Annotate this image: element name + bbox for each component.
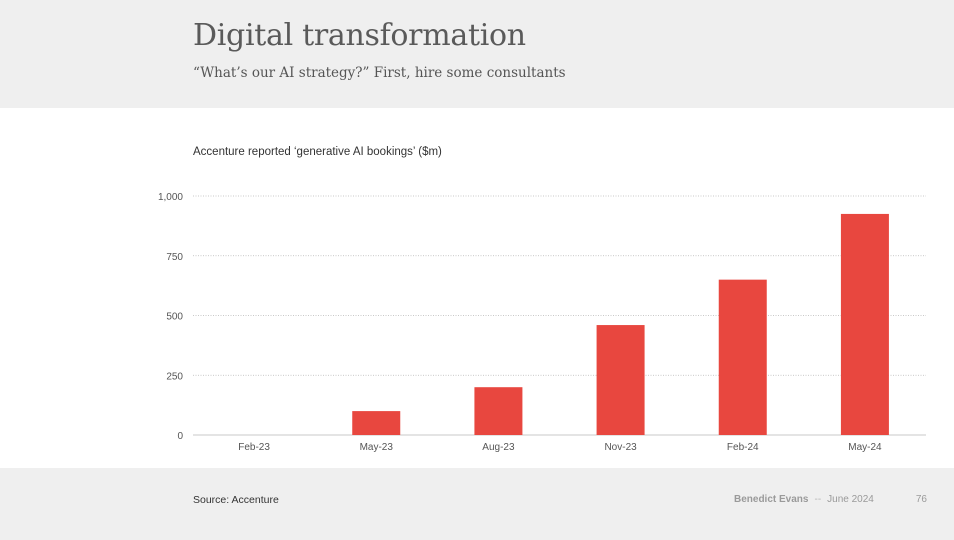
y-tick-label: 250 [166, 371, 183, 382]
x-tick-label: Aug-23 [482, 442, 515, 453]
footer-date: June 2024 [827, 494, 874, 505]
y-tick-label: 0 [177, 431, 183, 442]
bar-nov-23 [596, 325, 645, 435]
bars [352, 213, 889, 435]
bar-may-23 [352, 411, 401, 435]
x-tick-label: May-23 [360, 442, 394, 453]
y-tick-label: 750 [166, 252, 183, 263]
slide-title: Digital transformation [193, 18, 526, 53]
x-tick-label: Feb-23 [238, 442, 270, 453]
bar-feb-24 [718, 279, 767, 435]
author-name: Benedict Evans [734, 494, 809, 505]
page-number: 76 [915, 494, 927, 505]
y-axis-ticks: 0 250 500 750 1,000 [158, 192, 183, 442]
footer-credits: Benedict Evans -- June 2024 76 [734, 494, 927, 505]
source-note: Source: Accenture [193, 494, 279, 506]
bar-chart: Accenture reported ‘generative AI bookin… [158, 146, 926, 453]
x-tick-label: Nov-23 [604, 442, 637, 453]
x-tick-label: Feb-24 [727, 442, 759, 453]
x-axis-ticks: Feb-23 May-23 Aug-23 Nov-23 Feb-24 May-24 [238, 442, 882, 453]
footer-separator: -- [814, 494, 822, 505]
chart-area: Accenture reported ‘generative AI bookin… [0, 108, 954, 468]
y-tick-label: 500 [166, 312, 183, 323]
gridlines [193, 195, 926, 436]
bar-aug-23 [474, 387, 523, 435]
slide-subtitle: “What’s our AI strategy?” First, hire so… [193, 65, 566, 81]
y-tick-label: 1,000 [158, 192, 183, 203]
x-tick-label: May-24 [848, 442, 882, 453]
header-band: Digital transformation “What’s our AI st… [0, 0, 954, 108]
chart-title: Accenture reported ‘generative AI bookin… [193, 146, 442, 158]
bar-may-24 [840, 213, 889, 435]
footer-band: Source: Accenture Benedict Evans -- June 2… [0, 468, 954, 540]
